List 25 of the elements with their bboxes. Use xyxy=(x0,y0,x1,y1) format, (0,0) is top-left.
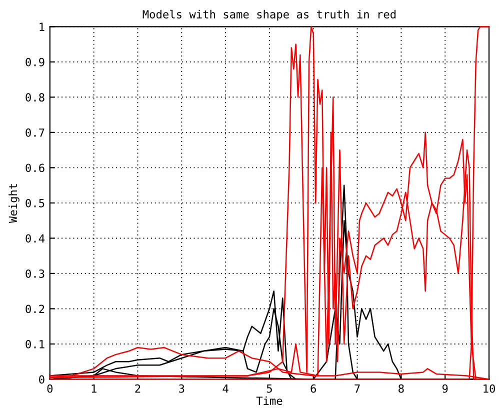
y-tick-label: 0.8 xyxy=(26,93,44,102)
x-tick-label: 5 xyxy=(266,384,272,393)
x-tick-label: 1 xyxy=(92,384,96,393)
y-tick-label: 1 xyxy=(40,22,44,31)
y-tick-label: 0.3 xyxy=(26,269,44,278)
y-tick-label: 0.5 xyxy=(26,198,44,208)
y-tick-label: 0 xyxy=(39,375,44,384)
x-tick-label: 7 xyxy=(354,384,360,393)
y-tick-label: 0.4 xyxy=(26,234,45,243)
y-tick-label: 0.7 xyxy=(26,128,44,137)
x-tick-label: 3 xyxy=(179,384,184,393)
x-axis-title: Time xyxy=(256,396,282,405)
x-tick-label: 4 xyxy=(222,384,228,393)
y-tick-label: 0.1 xyxy=(26,340,44,348)
x-tick-label: 2 xyxy=(135,384,140,393)
x-tick-label: 10 xyxy=(484,384,495,393)
y-axis-title: Weight xyxy=(8,184,20,224)
y-tick-label: 0.6 xyxy=(26,164,44,172)
x-tick-label: 6 xyxy=(310,384,316,393)
x-tick-label: 9 xyxy=(442,384,448,393)
x-tick-label: 8 xyxy=(398,384,404,393)
y-tick-label: 0.2 xyxy=(26,304,44,314)
chart-title: Models with same shape as truth in red xyxy=(142,10,396,21)
y-tick-label: 0.9 xyxy=(26,58,44,66)
x-tick-label: 0 xyxy=(47,384,53,393)
